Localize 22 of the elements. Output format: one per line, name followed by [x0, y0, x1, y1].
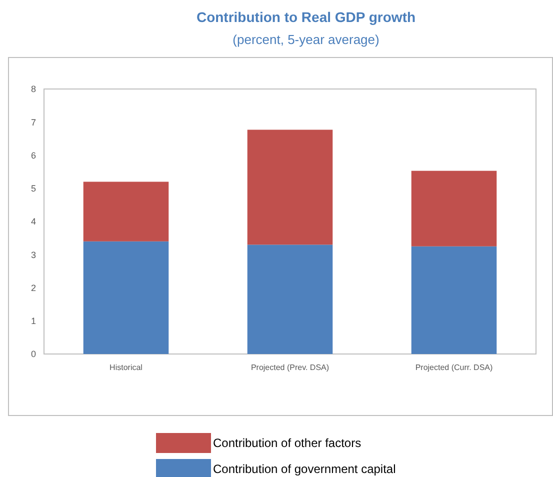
- y-tick-label: 6: [30, 150, 36, 160]
- bar: [247, 130, 333, 245]
- y-tick-label: 1: [30, 316, 36, 326]
- x-tick-label: Projected (Prev. DSA): [250, 363, 330, 372]
- bar: [411, 246, 497, 354]
- x-tick-label: Projected (Curr. DSA): [415, 363, 494, 372]
- y-tick-label: 7: [30, 117, 36, 128]
- y-tick-label: 0: [30, 349, 36, 360]
- y-tick-label: 3: [30, 250, 36, 260]
- x-tick-label: Historical: [110, 363, 143, 372]
- chart-title: Contribution to Real GDP growth: [196, 9, 416, 25]
- bar: [411, 170, 497, 246]
- bar: [83, 241, 169, 354]
- y-tick-label: 4: [30, 216, 36, 227]
- y-tick-label: 2: [30, 282, 36, 293]
- bar: [247, 244, 333, 354]
- y-tick-label: 8: [30, 84, 36, 94]
- y-tick-label: 5: [30, 184, 36, 194]
- legend-label: Contribution of government capital: [213, 462, 396, 476]
- legend-label: Contribution of other factors: [213, 436, 362, 450]
- bar: [83, 182, 169, 242]
- chart-subtitle: (percent, 5-year average): [232, 32, 380, 47]
